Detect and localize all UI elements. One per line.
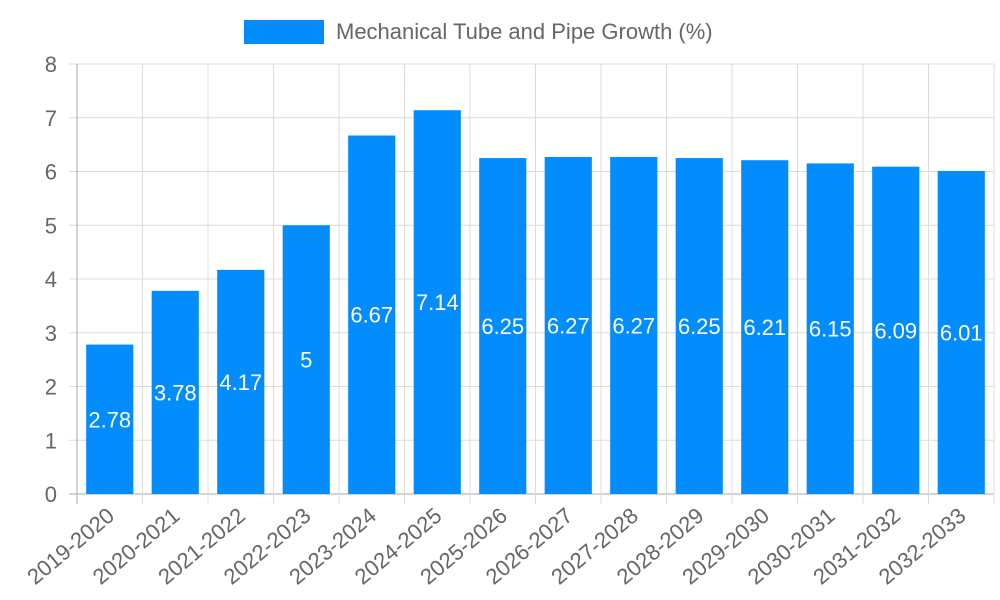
bar[interactable] (741, 160, 789, 494)
bar-value-label: 3.78 (154, 380, 197, 405)
bar[interactable] (479, 158, 527, 494)
bar-value-label: 6.25 (678, 314, 721, 339)
x-axis-labels: 2019-20202020-20212021-20222022-20232023… (22, 503, 970, 590)
y-tick-label: 0 (45, 482, 57, 507)
bar[interactable] (151, 290, 199, 494)
y-tick-label: 1 (45, 428, 57, 453)
bar-value-label: 6.21 (743, 315, 786, 340)
bar[interactable] (937, 170, 985, 494)
bar-value-label: 6.09 (874, 318, 917, 343)
y-tick-label: 3 (45, 321, 57, 346)
bar-value-label: 6.27 (547, 313, 590, 338)
bar[interactable] (675, 158, 723, 494)
bar[interactable] (806, 163, 854, 494)
bar[interactable] (413, 110, 461, 494)
y-tick-label: 7 (45, 106, 57, 131)
bar-value-label: 2.78 (88, 407, 131, 432)
legend-label: Mechanical Tube and Pipe Growth (%) (336, 19, 713, 44)
bar-value-labels: 2.78 3.78 4.17 5 6.67 7.14 6.25 6.27 6.27 6.25 6.2… (88, 290, 982, 432)
bar[interactable] (282, 225, 330, 494)
bars (86, 110, 985, 495)
y-tick-label: 6 (45, 160, 57, 185)
y-tick-label: 8 (45, 52, 57, 77)
y-tick-label: 5 (45, 213, 57, 238)
bar-value-label: 6.15 (809, 317, 852, 342)
bar[interactable] (86, 344, 134, 494)
bar[interactable] (217, 269, 265, 494)
gridlines (69, 63, 995, 504)
bar-value-label: 6.25 (481, 314, 524, 339)
bar[interactable] (872, 166, 920, 494)
bar-value-label: 7.14 (416, 290, 459, 315)
bar-value-label: 6.67 (350, 303, 393, 328)
y-axis-labels: 0 1 2 3 4 5 6 7 8 (45, 52, 57, 507)
y-tick-label: 2 (45, 375, 57, 400)
bar[interactable] (610, 156, 658, 495)
y-tick-label: 4 (45, 267, 57, 292)
legend-swatch (244, 20, 324, 44)
bar-value-label: 4.17 (219, 370, 262, 395)
chart-legend[interactable]: Mechanical Tube and Pipe Growth (%) (244, 19, 713, 45)
bar-value-label: 6.27 (612, 313, 655, 338)
bar-value-label: 6.01 (940, 320, 983, 345)
bar-value-label: 5 (300, 348, 312, 373)
bar[interactable] (544, 156, 592, 495)
bar[interactable] (348, 135, 396, 495)
